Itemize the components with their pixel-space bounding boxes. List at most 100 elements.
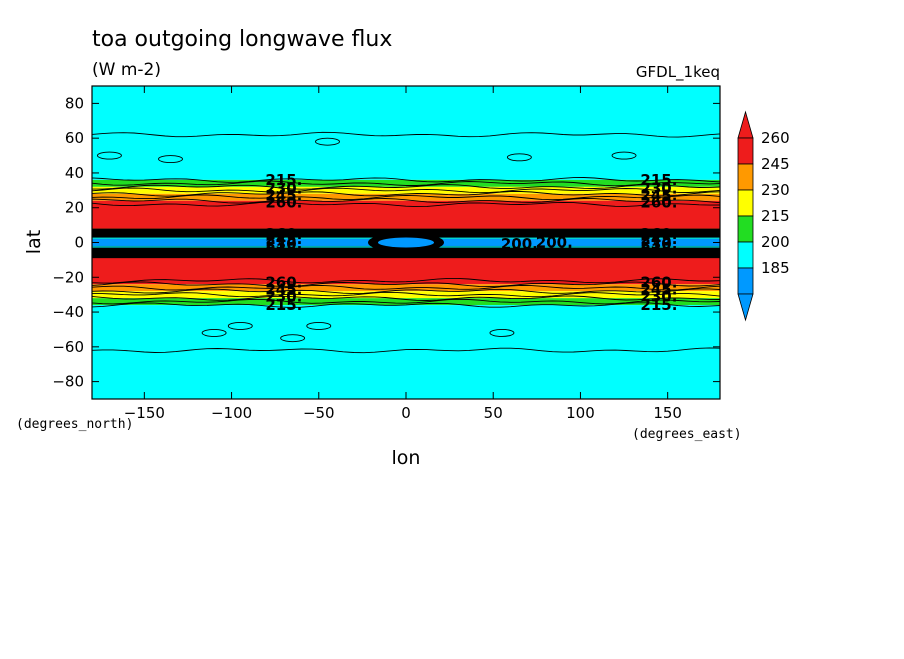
y-tick-label: −20: [52, 268, 84, 286]
contour-label: 245.: [265, 187, 302, 205]
band-1: [92, 179, 720, 187]
contour-label: 260.: [265, 194, 302, 212]
colorbar-label: 260: [761, 129, 790, 147]
contour-line-12: [92, 291, 720, 298]
contour-line-6: [92, 198, 720, 204]
contour-island-9: [306, 322, 332, 330]
contour-label: 260.: [640, 194, 677, 212]
contour-label: 245.: [640, 187, 677, 205]
contour-line-10: [92, 284, 720, 291]
band-14: [92, 305, 720, 399]
contour-label: 200.: [536, 234, 573, 252]
contour-line-11: [92, 288, 720, 295]
contour-label: 245.: [640, 230, 677, 248]
colorbar-top-arrow: [737, 110, 754, 139]
contour-island-1: [158, 155, 183, 163]
contour-line-2: [92, 184, 720, 190]
chart-title: toa outgoing longwave flux: [92, 27, 392, 52]
contour-label: 230.: [265, 180, 302, 198]
central-low-flux: [378, 237, 434, 248]
band-0: [92, 86, 720, 180]
y-tick-label: 60: [65, 129, 84, 147]
band-3: [92, 193, 720, 201]
contour-label: 260.: [640, 273, 677, 291]
x-tick-label: 0: [401, 404, 411, 422]
contour-label: 230.: [640, 180, 677, 198]
y-axis-label: lat: [23, 230, 45, 254]
contour-label: 245.: [265, 280, 302, 298]
contour-label: 230.: [265, 235, 302, 253]
x-tick-label: −150: [124, 404, 165, 422]
y-tick-label: −60: [52, 338, 84, 356]
contour-line-5: [92, 194, 720, 201]
contour-line-0: [92, 177, 720, 183]
contour-island-8: [201, 328, 227, 337]
colorbar-bottom-arrow: [737, 293, 754, 322]
model-label: GFDL_1keq: [636, 63, 720, 82]
contour-label: 260.: [265, 273, 302, 291]
chart-units: (W m-2): [92, 60, 161, 80]
x-tick-label: −50: [303, 404, 335, 422]
colorbar-label: 200: [761, 233, 790, 251]
contour-label: 215.: [640, 240, 677, 258]
contour-line-8: [92, 277, 720, 284]
contour-island-0: [96, 151, 122, 160]
x-units-label: (degrees_east): [632, 427, 742, 442]
contour-line-17: [92, 347, 720, 354]
y-tick-label: −80: [52, 373, 84, 391]
band-13: [92, 298, 720, 306]
y-tick-label: 0: [74, 234, 84, 252]
contour-label: 230.: [265, 287, 302, 305]
y-tick-label: −40: [52, 303, 84, 321]
x-tick-label: −100: [211, 404, 252, 422]
contour-line-9: [92, 281, 720, 288]
band-10: [92, 256, 720, 285]
contour-label: 200.: [501, 235, 538, 253]
contour-island-6: [280, 334, 306, 343]
contour-label: 245.: [640, 280, 677, 298]
colorbar: 260 245 230 215 200 185: [737, 110, 790, 322]
plot-area: 215.230.245.260.260.245.230.215.215.230.…: [92, 86, 720, 399]
contour-label: 260.: [640, 225, 677, 243]
contour-line-15: [92, 302, 720, 308]
contour-island-2: [315, 137, 340, 146]
contour-label: 215.: [640, 171, 677, 189]
contour-line-14: [92, 298, 720, 305]
contour-label: 215.: [265, 240, 302, 258]
contour-island-4: [611, 151, 637, 160]
colorbar-swatch: [737, 189, 754, 217]
x-tick-label: 150: [653, 404, 682, 422]
contour-label: 215.: [640, 296, 677, 314]
contour-label: 230.: [640, 235, 677, 253]
colorbar-label: 230: [761, 181, 790, 199]
contour-island-5: [227, 322, 253, 330]
contour-island-3: [506, 153, 532, 162]
contour-label: 215.: [265, 171, 302, 189]
y-tick-label: 20: [65, 199, 84, 217]
colorbar-swatch: [737, 215, 754, 243]
contour-label: 260.: [265, 225, 302, 243]
contour-line-16: [92, 131, 720, 138]
x-tick-label: 50: [484, 404, 503, 422]
x-axis-label: lon: [392, 447, 421, 469]
x-tick-label: 100: [566, 404, 595, 422]
contour-label: 245.: [265, 230, 302, 248]
y-tick-label: 40: [65, 164, 84, 182]
y-units-label: (degrees_north): [16, 417, 133, 432]
contour-line-1: [92, 180, 720, 187]
y-tick-label: 80: [65, 94, 84, 112]
x-axis: −150 −100 −50 0 50 100 150: [124, 86, 682, 422]
colorbar-swatch: [737, 267, 754, 295]
contour-line-3: [92, 187, 720, 194]
colorbar-swatch: [737, 241, 754, 269]
contour-line-7: [92, 201, 720, 208]
contour-island-7: [489, 328, 515, 337]
colorbar-label: 245: [761, 155, 790, 173]
colorbar-swatch: [737, 137, 754, 165]
y-axis: −80 −60 −40 −20 0 20 40 60 80: [52, 94, 720, 391]
band-12: [92, 291, 720, 299]
colorbar-label: 185: [761, 259, 790, 277]
contour-label: 230.: [640, 287, 677, 305]
contour-line-13: [92, 295, 720, 301]
